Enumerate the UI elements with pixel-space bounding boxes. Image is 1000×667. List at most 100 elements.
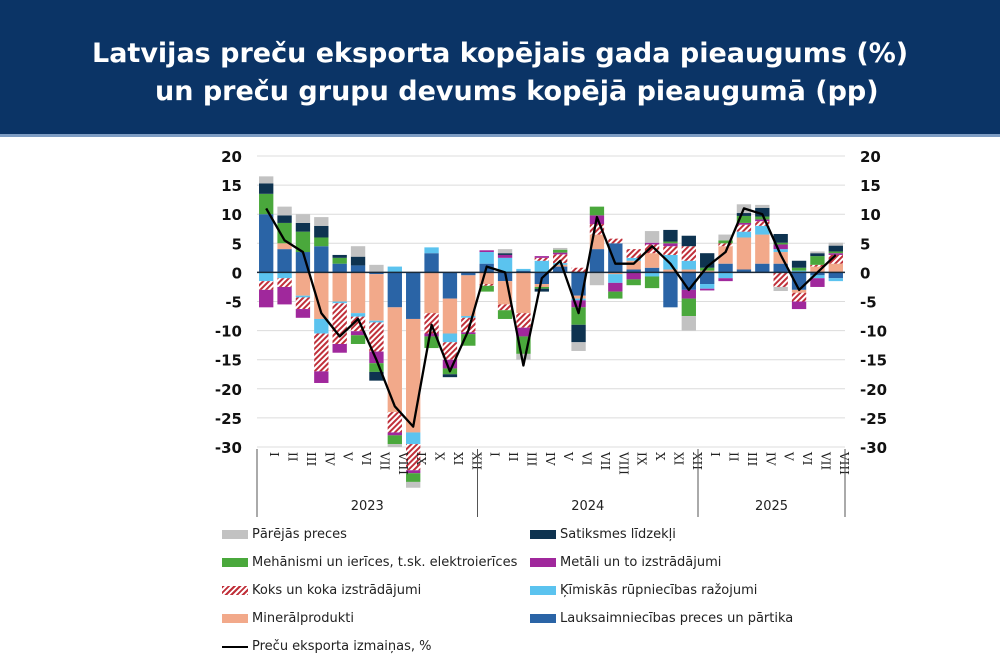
y-tick-label-left: -30: [215, 439, 242, 457]
bar-segment-metal: [534, 256, 549, 258]
y-tick-label-right: -15: [860, 352, 887, 370]
bar-segment-metal: [608, 282, 623, 292]
bar-segment-metal: [828, 253, 843, 255]
x-tick-label-month: VI: [800, 451, 814, 466]
y-tick-label-right: -25: [860, 410, 887, 428]
y-axis-right: 20 15 10 5 0 -5 -10 -15 -20 -25 -30: [860, 148, 887, 457]
bar-segment-chem: [534, 260, 549, 273]
bar-segment-mech: [332, 257, 347, 264]
export-change-line: [265, 207, 837, 428]
bar-segment-metal: [277, 286, 292, 305]
x-tick-label-month: III: [524, 452, 538, 466]
bar-segment-metal: [332, 343, 347, 353]
legend-label: Mehānismi un ierīces, t.sk. elektroierīc…: [252, 555, 518, 570]
bar-segment-chem: [755, 225, 770, 235]
x-tick-label-month: VII: [377, 451, 391, 470]
bar-segment-mineral: [736, 237, 752, 270]
bar-segment-metal: [681, 289, 696, 299]
bar-segment-transport: [259, 183, 274, 194]
bar-segment-metal: [424, 333, 439, 337]
bar-segment-other: [387, 444, 402, 447]
bar-segment-agri: [828, 272, 843, 279]
legend-item-other: Pārējās preces: [222, 527, 347, 542]
bar-segment-chem: [773, 249, 788, 253]
bar-segment-mineral: [479, 272, 494, 285]
x-tick-label-month: IV: [322, 452, 336, 466]
bar-segment-mineral: [516, 272, 531, 314]
bar-segment-chem: [424, 247, 439, 254]
export-change-polyline: [265, 207, 837, 428]
bar-segment-transport: [736, 213, 752, 216]
bar-segment-agri: [736, 269, 752, 273]
y-tick-label-left: -10: [215, 323, 242, 341]
bar-segment-chem: [718, 272, 733, 279]
bar-segment-wood: [497, 304, 513, 311]
legend-item-line: Preču eksporta izmaiņas, %: [222, 639, 432, 654]
bar-segment-metal: [516, 327, 531, 337]
legend-label: Preču eksporta izmaiņas, %: [252, 639, 432, 654]
legend-label: Minerālprodukti: [252, 611, 354, 626]
bar-segment-mech: [773, 242, 788, 245]
bar-segment-other: [644, 231, 660, 243]
bar-segment-mineral: [626, 260, 641, 270]
legend-item-mineral: Minerālprodukti: [222, 611, 354, 626]
x-tick-label-month: VII: [818, 451, 832, 470]
x-tick-label-month: VIII: [837, 451, 851, 475]
legend-swatch-mech: [222, 558, 248, 567]
legend-label: Pārējās preces: [252, 527, 347, 542]
y-tick-label-left: -15: [215, 352, 242, 370]
bar-segment-mineral: [350, 272, 366, 314]
bar-segment-agri: [387, 272, 402, 308]
bar-segment-wood: [516, 313, 531, 328]
x-tick-label-month: XII: [690, 452, 704, 470]
bar-segment-mineral: [773, 252, 788, 264]
bar-segment-other: [295, 214, 311, 223]
bar-segment-mech: [314, 237, 329, 247]
bar-segment-metal: [755, 219, 770, 222]
bar-segment-wood: [626, 249, 641, 258]
x-tick-label-month: X: [433, 452, 447, 461]
bar-segment-chem: [700, 284, 715, 289]
bar-segment-mineral: [553, 264, 568, 267]
bar-segment-agri: [516, 270, 531, 273]
bar-segment-agri: [350, 265, 366, 273]
bar-segment-mech: [277, 222, 292, 244]
bar-segment-wood: [314, 333, 329, 372]
bar-segment-wood: [259, 281, 274, 290]
x-group-label-year: 2025: [755, 499, 788, 514]
x-tick-label-month: XII: [469, 452, 483, 470]
legend-label: Koks un koka izstrādājumi: [252, 583, 422, 598]
bar-segment-other: [259, 176, 274, 184]
bar-segment-wood: [369, 322, 384, 352]
bar-segment-metal: [773, 244, 788, 250]
legend-item-chem: Ķīmiskās rūpniecības ražojumi: [530, 583, 757, 598]
bar-segment-mineral: [332, 272, 347, 302]
legend-swatch-metal: [530, 558, 556, 567]
bar-segment-wood: [755, 221, 770, 226]
x-tick-label-month: I: [708, 452, 722, 457]
y-tick-label-right: 10: [860, 206, 881, 224]
bar-segment-agri: [332, 263, 347, 273]
bar-segment-agri: [663, 272, 678, 308]
bar-segment-chem: [442, 333, 458, 343]
bar-segment-mech: [626, 279, 641, 286]
bar-segment-other: [718, 234, 733, 241]
chart-title-line1: Latvijas preču eksporta kopējais gada pi…: [92, 38, 909, 69]
x-tick-label-month: IV: [763, 452, 777, 466]
bar-segment-agri: [608, 243, 623, 273]
bar-segment-chem: [736, 231, 752, 238]
bar-segment-metal: [571, 300, 586, 308]
bar-segment-agri: [424, 253, 439, 273]
bar-segment-mineral: [314, 272, 329, 319]
bar-segment-mech: [736, 215, 752, 223]
bar-segment-agri: [700, 272, 715, 285]
y-tick-label-left: 10: [221, 206, 242, 224]
bar-segment-chem: [332, 301, 347, 304]
legend-label: Metāli un to izstrādājumi: [560, 555, 722, 570]
bar-segment-mineral: [755, 234, 770, 264]
bar-segment-other: [773, 286, 788, 292]
bar-segment-mech: [534, 286, 549, 289]
bar-segment-transport: [332, 254, 347, 258]
bar-segment-wood: [791, 292, 807, 302]
legend-label: Ķīmiskās rūpniecības ražojumi: [560, 583, 758, 598]
